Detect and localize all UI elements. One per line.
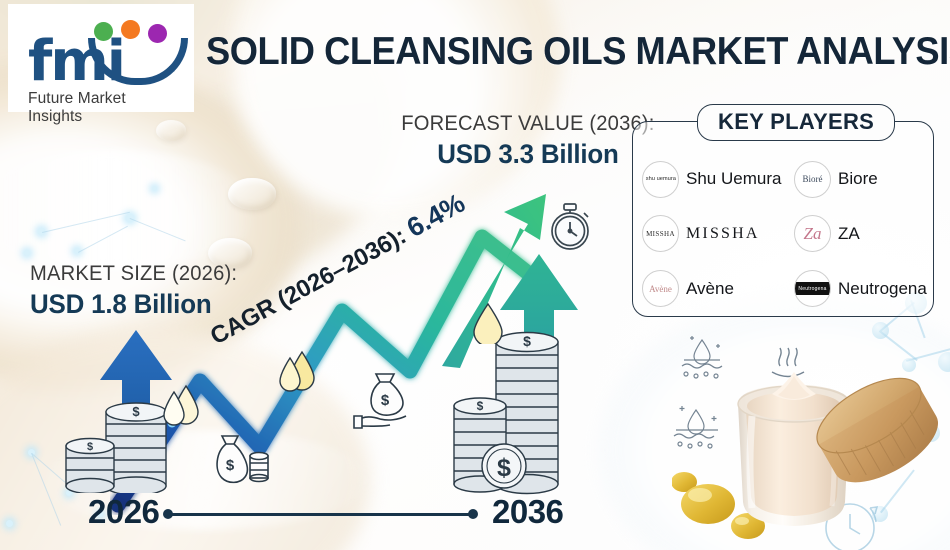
bamboo-lid	[816, 377, 938, 483]
stopwatch-icon	[551, 203, 589, 250]
background-droplet-2	[208, 238, 252, 268]
background-sparkle-4	[24, 250, 30, 256]
forecast-label: FORECAST VALUE (2036):	[401, 112, 655, 135]
logo-dot-green-icon	[94, 22, 113, 41]
neutrogena-badge-text: Neutrogena	[798, 285, 827, 292]
background-droplet-1	[228, 178, 276, 210]
background-sparkle-8	[98, 512, 103, 517]
skin-layer-icon-2	[673, 406, 718, 449]
logo-dot-orange-icon	[121, 20, 140, 39]
background-sparkle-6	[66, 490, 72, 496]
key-player-neutrogena[interactable]: Neutrogena Neutrogena	[785, 261, 933, 316]
biore-logo-icon: Bioré	[794, 160, 831, 198]
background-sparkle-2	[74, 248, 80, 254]
molecule-node-1	[872, 322, 889, 339]
svg-text:$: $	[381, 392, 390, 409]
key-player-name: MISSHA	[686, 224, 760, 242]
hand-money-icon: $	[353, 373, 407, 429]
timeline-dot-end	[468, 509, 478, 519]
timeline-year-start: 2026	[88, 493, 160, 530]
logo-tagline: Future Market Insights	[28, 90, 126, 125]
svg-text:$: $	[477, 399, 484, 413]
background-sparkle-5	[28, 449, 35, 456]
neutrogena-logo-icon: Neutrogena	[794, 270, 831, 308]
missha-logo-icon: MISSHA	[642, 215, 679, 253]
key-player-name: Biore	[838, 169, 878, 189]
shu-uemura-badge-text: shu uemura	[645, 176, 676, 183]
skin-layer-icon-1	[681, 336, 723, 379]
key-player-za[interactable]: Za ZA	[785, 207, 933, 262]
fmi-logo[interactable]: fmi Future Market Insights	[8, 4, 194, 125]
market-size-callout: MARKET SIZE (2026): USD 1.8 Billion	[30, 262, 246, 320]
forecast-value: USD 3.3 Billion	[437, 139, 619, 169]
coin-stack-2026-icon: $ $	[65, 402, 167, 493]
key-players-title: KEY PLAYERS	[697, 104, 896, 141]
svg-text:$: $	[226, 457, 235, 474]
clock-icon	[825, 503, 879, 550]
logo-dot-purple-icon	[148, 24, 167, 43]
key-player-name: ZA	[838, 223, 860, 243]
oil-bead-1	[672, 472, 697, 492]
key-player-biore[interactable]: Bioré Biore	[785, 152, 933, 207]
background-sparkle-7	[6, 520, 13, 527]
cream-jar-illustration	[672, 336, 938, 550]
timeline-connector	[167, 513, 472, 516]
svg-text:$: $	[87, 441, 93, 453]
za-logo-icon: Za	[794, 215, 831, 253]
timeline-year-end: 2036	[492, 493, 564, 530]
market-size-label: MARKET SIZE (2026):	[30, 262, 238, 285]
key-player-avene[interactable]: Avène Avène	[633, 261, 785, 316]
neutrogena-bar: Neutrogena	[795, 282, 830, 296]
background-droplet-3	[156, 120, 186, 141]
missha-badge-text: MISSHA	[646, 229, 675, 238]
key-players-grid: shu uemura Shu Uemura Bioré Biore MISSHA…	[633, 152, 933, 316]
svg-text:$: $	[497, 454, 511, 482]
market-size-value: USD 1.8 Billion	[30, 289, 212, 319]
key-player-name: Avène	[686, 278, 734, 298]
molecule-node-4	[902, 358, 916, 372]
forecast-value-callout: FORECAST VALUE (2036): USD 3.3 Billion	[396, 112, 660, 170]
forecast-diagonal-arrow-icon	[442, 194, 546, 368]
shu-uemura-logo-icon: shu uemura	[642, 160, 679, 198]
key-player-shu-uemura[interactable]: shu uemura Shu Uemura	[633, 152, 785, 207]
svg-text:$: $	[523, 333, 531, 349]
key-player-name: Shu Uemura	[686, 169, 782, 189]
money-bag-icon: $	[216, 435, 269, 484]
key-player-missha[interactable]: MISSHA MISSHA	[633, 207, 785, 262]
jar-cream	[746, 394, 842, 516]
biore-badge-text: Bioré	[802, 174, 823, 185]
steam-icon	[771, 347, 805, 378]
za-badge-text: Za	[803, 223, 822, 243]
background-sparkle-9	[152, 186, 157, 191]
coin-stack-2036-icon: $ $ $	[453, 331, 559, 495]
key-players-panel: shu uemura Shu Uemura Bioré Biore MISSHA…	[632, 121, 934, 317]
molecule-node-3	[938, 352, 950, 372]
logo-wordmark: fmi	[28, 29, 126, 94]
page-title: SOLID CLEANSING OILS MARKET ANALYSIS	[206, 30, 950, 73]
oil-droplet-icon-3	[473, 302, 503, 344]
oil-droplet-icon-1	[163, 384, 199, 426]
avene-logo-icon: Avène	[642, 270, 679, 308]
oil-droplet-icon-2	[279, 350, 315, 392]
svg-text:$: $	[132, 404, 140, 419]
background-sparkle-1	[38, 228, 45, 235]
key-player-name: Neutrogena	[838, 278, 927, 298]
avene-badge-text: Avène	[649, 283, 672, 294]
